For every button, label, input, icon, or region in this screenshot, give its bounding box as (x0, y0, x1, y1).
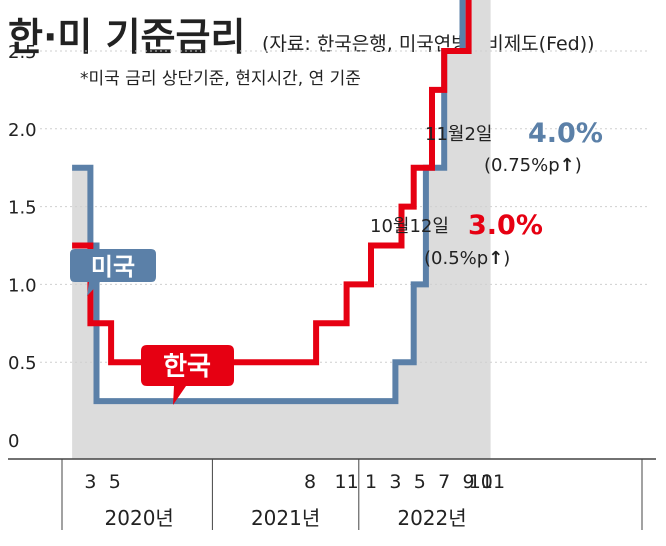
x-tick-label: 9 (463, 471, 475, 493)
x-tick-label: 1 (365, 471, 377, 493)
series-lines (72, 0, 472, 405)
up-arrow-icon: ↑ (560, 155, 575, 176)
x-year-label: 2021년 (251, 506, 320, 530)
us-label-text: 미국 (91, 253, 135, 281)
y-tick-label: 1.0 (8, 275, 37, 296)
us-area (72, 0, 491, 459)
us-annotation-value: 4.0% (528, 118, 603, 149)
chart-note: *미국 금리 상단기준, 현지시간, 연 기준 (80, 69, 361, 89)
us-annotation-date: 11월2일 (425, 124, 492, 145)
kr-annotation-date: 10월12일 (370, 216, 449, 237)
us-label-box (70, 249, 156, 296)
kr-label-text: 한국 (163, 352, 211, 382)
x-tick-label: 10 (469, 471, 493, 493)
us-area-fill (72, 0, 491, 459)
kr-series-label: 한국 (141, 345, 234, 405)
kr-annotation: 10월12일 3.0% (0.5%p↑) (370, 210, 543, 269)
x-tick-label: 3 (84, 471, 96, 493)
us-change-text: (0.75%p (484, 155, 560, 176)
y-tick-label: 2.5 (8, 42, 37, 63)
y-tick-label: 1.5 (8, 198, 37, 219)
us-series-label: 미국 (70, 249, 156, 296)
us-annotation-change: (0.75%p↑) (484, 155, 582, 176)
x-tick-label: 11 (335, 471, 359, 493)
kr-change-text: (0.5%p (424, 248, 488, 269)
us-series-line (72, 0, 466, 405)
x-year-label: 2020년 (105, 506, 174, 530)
x-tick-label: 8 (304, 471, 316, 493)
x-axis (8, 458, 656, 530)
y-axis-ticks: 4.54.03.53.02.52.01.51.00.50 (8, 42, 37, 452)
x-tick-label: 5 (414, 471, 426, 493)
kr-annotation-value: 3.0% (468, 210, 543, 241)
chart-title: 한·미 기준금리 (8, 15, 245, 59)
x-tick-label: 11 (481, 471, 505, 493)
x-year-label: 2022년 (397, 506, 466, 530)
x-tick-label: 5 (109, 471, 121, 493)
kr-change-close: ) (503, 248, 510, 269)
kr-annotation-change: (0.5%p↑) (424, 248, 510, 269)
x-tick-label: 3 (389, 471, 401, 493)
kr-label-box (141, 345, 234, 405)
us-change-close: ) (575, 155, 582, 176)
chart-source: (자료: 한국은행, 미국연방준비제도(Fed)) (262, 33, 595, 55)
y-tick-label: 0 (8, 431, 19, 452)
kr-series-line (72, 0, 472, 366)
us-annotation: 11월2일 4.0% (0.75%p↑) (425, 118, 603, 176)
y-tick-label: 2.0 (8, 120, 37, 141)
up-arrow-icon: ↑ (488, 248, 503, 269)
y-tick-label: 0.5 (8, 353, 37, 374)
x-tick-label: 7 (438, 471, 450, 493)
